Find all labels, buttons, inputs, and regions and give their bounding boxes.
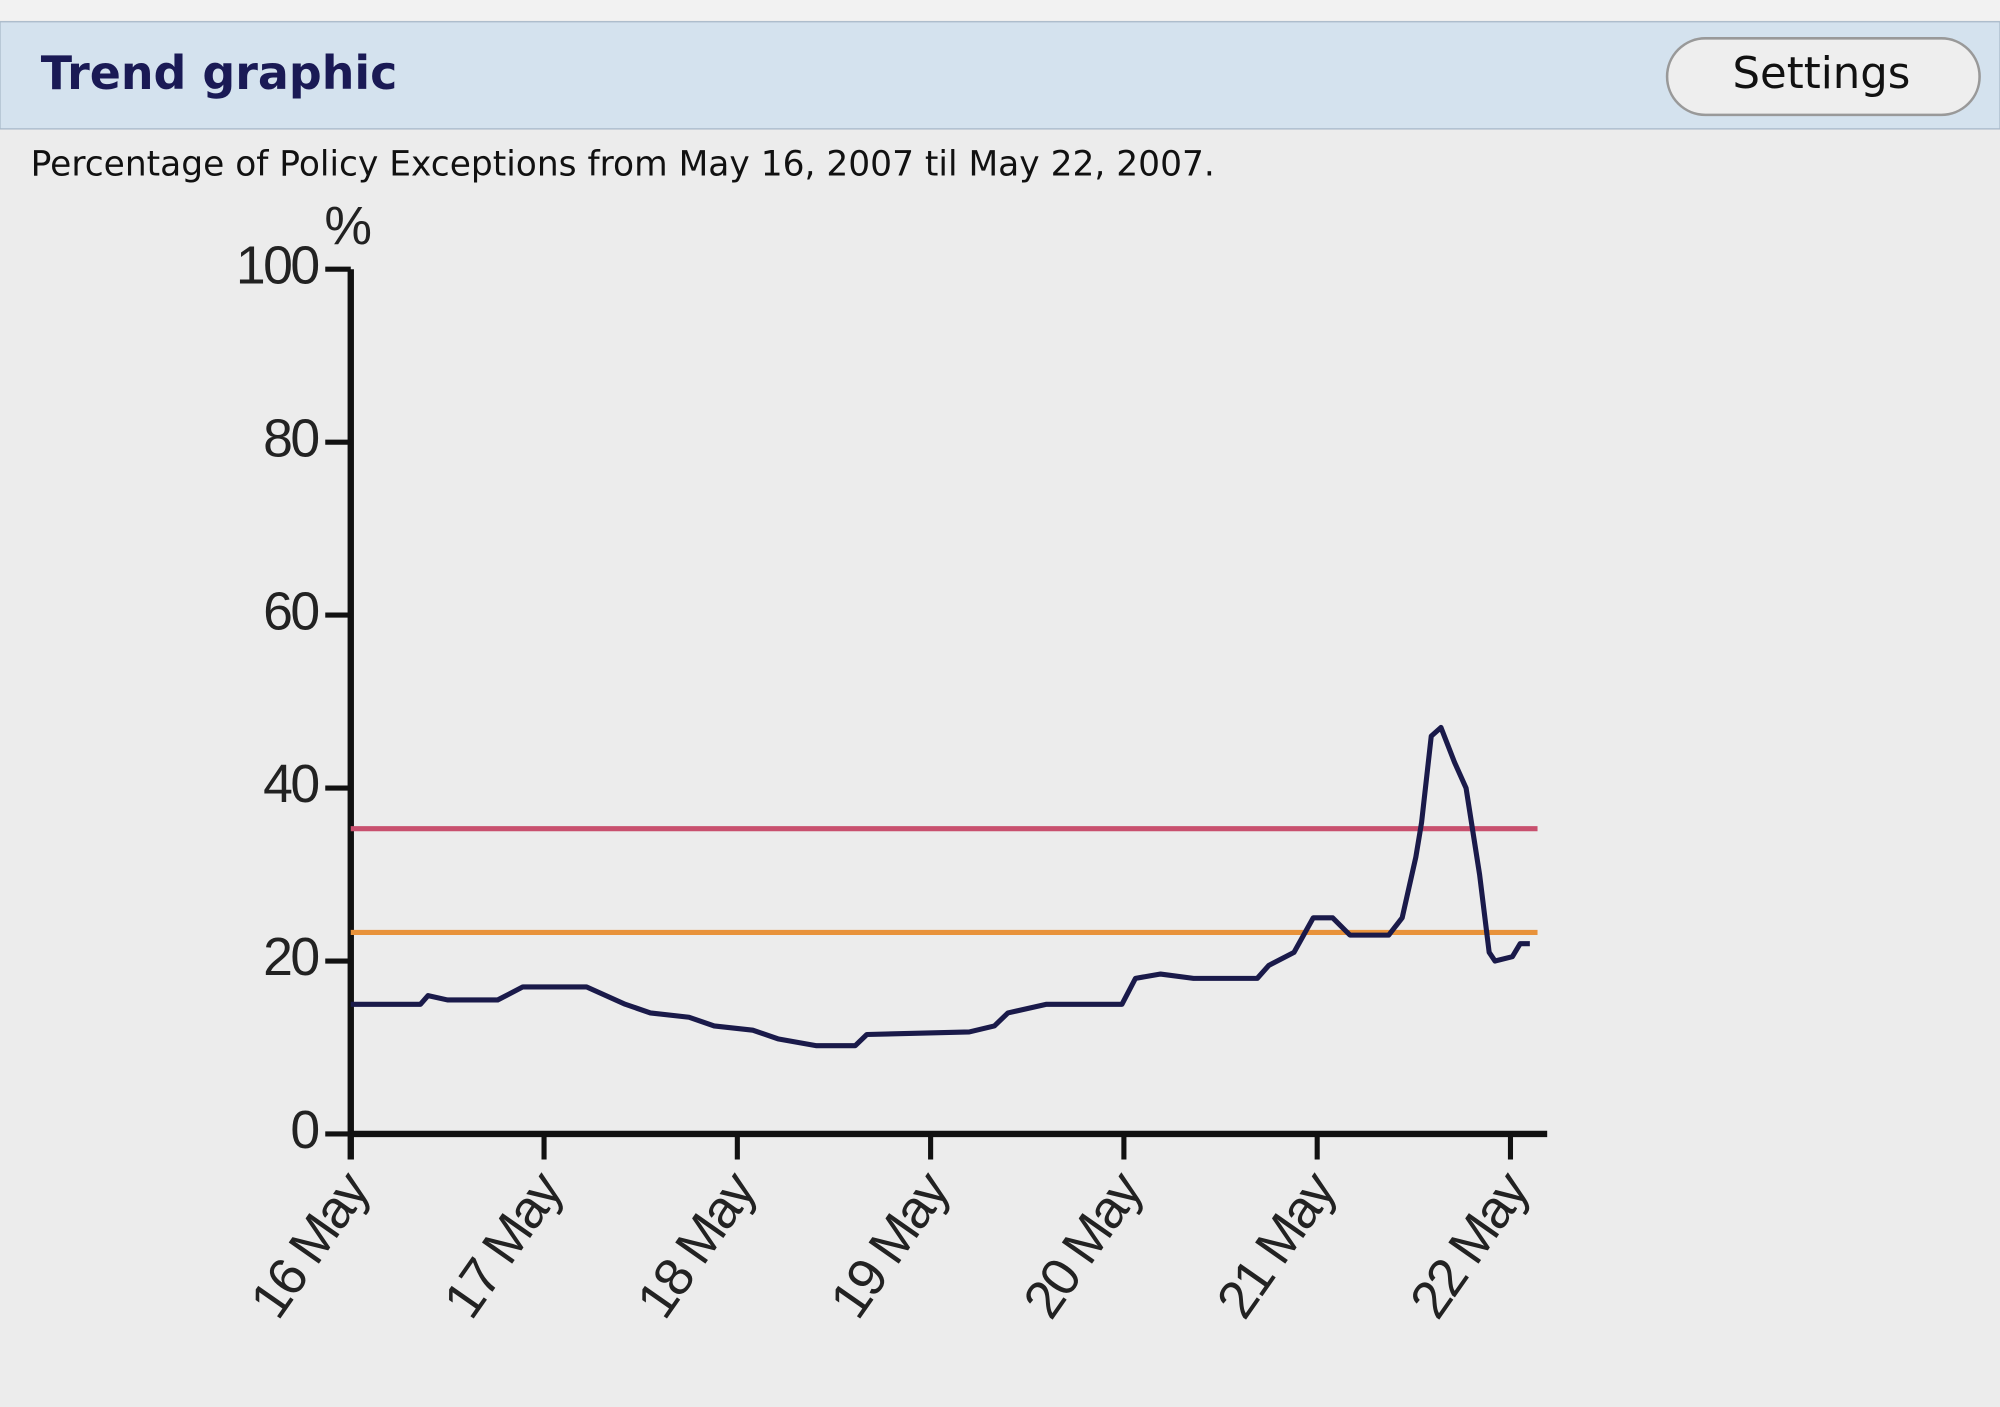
data-line (350, 724, 1530, 1049)
settings-button[interactable] (1665, 37, 1981, 117)
header-title: Trend graphic (41, 46, 398, 100)
top-strip (0, 0, 2000, 21)
y-tick-label: 100 (236, 236, 318, 295)
caption: Percentage of Policy Exceptions from May… (31, 144, 1215, 184)
y-tick-label: 40 (263, 755, 318, 814)
y-axis-label: % (324, 197, 370, 256)
y-tick-label: 0 (290, 1101, 318, 1160)
settings-label[interactable]: Settings (1733, 49, 1911, 99)
y-tick-label: 20 (263, 928, 318, 987)
y-tick-label: 80 (263, 409, 318, 468)
y-tick-label: 60 (263, 582, 318, 641)
